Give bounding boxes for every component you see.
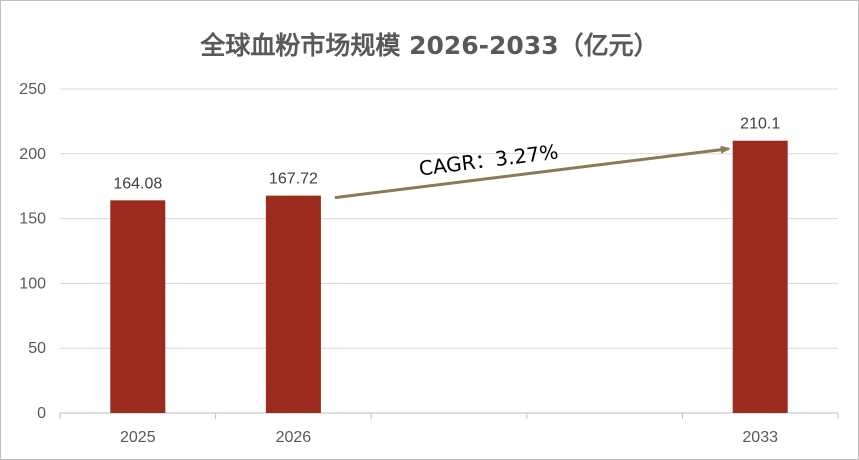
y-tick-label: 150 [19,211,46,228]
data-label: 164.08 [113,175,162,192]
data-label: 210.1 [740,116,780,133]
bar [265,195,321,413]
chart-title: 全球血粉市场规模 2026-2033（亿元） [200,31,659,60]
cagr-arrow [334,145,731,200]
cagr-label: CAGR：3.27% [418,139,560,180]
y-tick-label: 50 [28,340,46,357]
x-tick-label: 2033 [742,429,778,446]
data-label: 167.72 [269,171,318,188]
bar [110,200,166,413]
x-tick-label: 2025 [120,429,156,446]
bar [732,140,788,414]
y-tick-label: 100 [19,275,46,292]
y-tick-label: 0 [37,405,46,422]
x-tick-label: 2026 [276,429,312,446]
y-tick-label: 200 [19,146,46,163]
y-tick-label: 250 [19,81,46,98]
